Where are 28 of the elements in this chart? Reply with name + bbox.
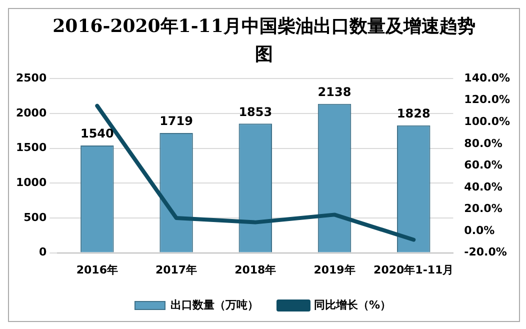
y-tick-label: 0	[38, 246, 47, 259]
y2-tick-label: 120.0%	[464, 93, 510, 106]
y-tick-label: 1500	[16, 141, 47, 154]
y2-tick-label: 40.0%	[464, 180, 502, 194]
y-tick-label: 2500	[16, 71, 47, 84]
x-tick-label: 2018年	[234, 263, 276, 276]
y2-tick-label: 20.0%	[464, 202, 502, 216]
legend-label: 出口数量（万吨）	[170, 298, 258, 312]
x-tick-label: 2020年1-11月	[374, 263, 454, 276]
legend-label: 同比增长（%）	[314, 298, 392, 312]
y2-tick-label: 60.0%	[464, 158, 502, 172]
y2-tick-label: 0.0%	[464, 224, 495, 237]
text: 2138	[318, 84, 352, 99]
text: 1540	[80, 126, 114, 141]
chart-title: 2016-2020年1-11月中国柴油出口数量及增速趋势图	[52, 15, 476, 67]
x-tick-label: 2017年	[155, 263, 198, 276]
y2-tick-label: -20.0%	[464, 246, 507, 259]
text: 1853	[238, 104, 272, 119]
text: 1719	[160, 114, 193, 128]
x-tick-label: 2016年	[76, 263, 118, 276]
y-tick-label: 2000	[16, 106, 47, 120]
x-tick-label: 2019年	[314, 263, 356, 276]
y2-tick-label: 140.0%	[464, 71, 510, 84]
y-tick-label: 500	[24, 210, 47, 224]
y2-tick-label: 80.0%	[464, 136, 502, 150]
text: 1828	[396, 106, 430, 121]
y2-tick-label: 100.0%	[464, 115, 510, 128]
y-tick-label: 1000	[16, 176, 47, 189]
